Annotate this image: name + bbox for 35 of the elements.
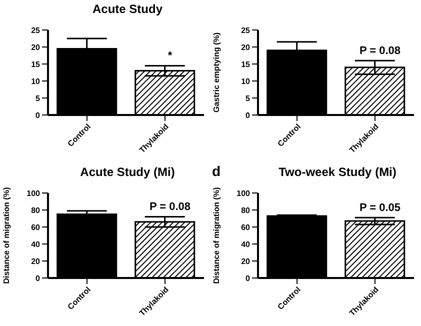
y-tick-label: 10 <box>241 76 251 86</box>
y-tick-label: 100 <box>26 188 41 198</box>
y-tick-label: 40 <box>241 240 251 249</box>
y-tick-label: 0 <box>246 110 251 120</box>
chart-title: Acute Study <box>91 2 164 16</box>
y-tick-label: 0 <box>36 110 41 120</box>
y-axis-title: Distance of migration (%) <box>212 186 221 284</box>
y-axis-title: Gastric emptying (%) <box>212 32 221 113</box>
y-tick-label: 0 <box>36 274 41 283</box>
y-tick-label: 5 <box>246 94 251 103</box>
annotation: * <box>166 50 174 62</box>
chart-title: Acute Study (Mi) <box>79 165 176 179</box>
y-tick-label: 60 <box>31 222 41 232</box>
y-tick-label: 15 <box>241 60 251 69</box>
chart-title: Two-week Study (Mi) <box>278 165 398 179</box>
annotation: P = 0.08 <box>148 200 192 213</box>
annotation: P = 0.08 <box>358 44 402 57</box>
y-tick-label: 40 <box>31 240 41 249</box>
y-tick-label: 15 <box>31 60 41 69</box>
y-tick-label: 25 <box>31 26 41 35</box>
annotation: P = 0.05 <box>358 202 402 214</box>
y-axis-title: Distance of migration (%) <box>2 186 11 284</box>
y-tick-label: 0 <box>246 274 251 283</box>
y-tick-label: 80 <box>241 206 251 215</box>
y-tick-label: 10 <box>31 76 41 86</box>
y-tick-label: 20 <box>31 256 41 266</box>
y-tick-label: 20 <box>241 42 251 52</box>
y-tick-label: 80 <box>31 206 41 215</box>
y-tick-label: 100 <box>236 188 251 198</box>
y-tick-label: 20 <box>31 42 41 52</box>
y-tick-label: 60 <box>241 222 251 232</box>
y-tick-label: 5 <box>36 94 41 103</box>
y-tick-label: 25 <box>241 26 251 35</box>
text: d <box>212 163 221 179</box>
y-tick-label: 20 <box>241 256 251 266</box>
